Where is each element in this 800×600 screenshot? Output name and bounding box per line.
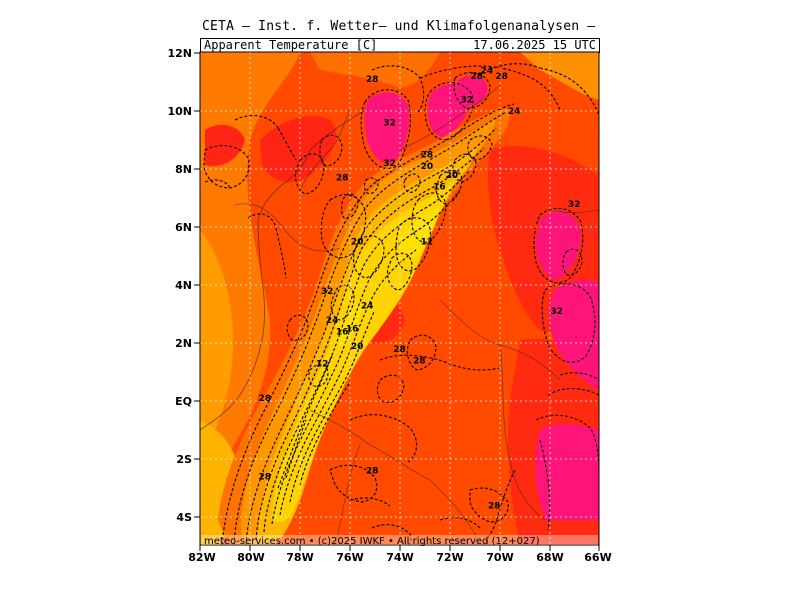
magenta-patch-north-c <box>456 75 488 107</box>
lon-label: 76W <box>336 551 363 564</box>
lat-label: EQ <box>175 395 192 408</box>
contour-value-label: 24 <box>326 316 339 326</box>
variable-label: Apparent_Temperature [C] <box>204 38 378 52</box>
northeast-light-orange <box>520 52 599 100</box>
contour-value-label: 20 <box>421 162 434 172</box>
contour-value-label: 28 <box>366 75 379 85</box>
contour-value-label: 16 <box>433 182 446 192</box>
magenta-patch-east <box>535 211 581 280</box>
contour-value-label: 28 <box>259 394 272 404</box>
contour-value-label: 20 <box>446 171 459 181</box>
contour-value-label: 28 <box>421 151 434 161</box>
contour-value-label: 28 <box>413 356 426 366</box>
contour-value-label: 20 <box>351 342 364 352</box>
contour-value-label: 28 <box>336 174 349 184</box>
north-orange-zone <box>310 52 440 88</box>
lon-label: 66W <box>584 551 611 564</box>
lon-label: 72W <box>436 551 463 564</box>
lon-label: 78W <box>286 551 313 564</box>
red-patch-north <box>260 116 337 183</box>
lat-label: 2S <box>176 453 192 466</box>
credit-strip <box>201 535 598 545</box>
lat-label: 2N <box>175 337 192 350</box>
contour-value-label: 32 <box>383 119 396 129</box>
contour-value-label: 28 <box>471 72 484 82</box>
magenta-patch-north-a <box>364 92 410 164</box>
andes-yellow-core <box>272 180 455 522</box>
contour-value-label: 16 <box>346 325 359 335</box>
contour-value-label: 28 <box>366 467 379 477</box>
contour-value-label: 12 <box>421 238 434 248</box>
coastline <box>200 109 366 431</box>
lat-label: 8N <box>175 163 192 176</box>
lon-label: 68W <box>536 551 563 564</box>
grid-lines <box>200 52 599 545</box>
chart-header-title: CETA — Inst. f. Wetter— und Klimafolgena… <box>202 19 596 34</box>
valid-time-label: 17.06.2025 15 UTC <box>473 38 596 52</box>
lat-label: 10N <box>167 105 192 118</box>
contour-value-label: 32 <box>550 307 563 317</box>
contour-lines <box>203 63 599 545</box>
contour-value-label: 28 <box>495 72 508 82</box>
contour-value-label: 12 <box>316 359 329 369</box>
lat-label: 6N <box>175 221 192 234</box>
lat-label: 12N <box>167 47 192 60</box>
credit-text: meteo-services.com • (c)2025 IWKF • All … <box>204 536 540 547</box>
western-light-orange-zone <box>200 230 234 460</box>
contour-value-label: 28 <box>393 345 406 355</box>
contour-value-label: 24 <box>508 107 521 117</box>
contour-value-label: 24 <box>481 66 494 76</box>
magenta-patch-east-lower <box>549 280 599 390</box>
tick-marks <box>194 52 600 551</box>
lon-label: 74W <box>386 551 413 564</box>
contour-value-label: 32 <box>461 95 474 105</box>
lon-label: 70W <box>486 551 513 564</box>
lon-label: 82W <box>188 551 215 564</box>
magenta-patch-southeast <box>535 424 599 520</box>
lat-label: 4S <box>176 511 192 524</box>
lon-label: 80W <box>237 551 264 564</box>
longitude-labels: 82W 80W 78W 76W 74W 72W 70W 68W 66W <box>188 551 611 564</box>
contour-value-label: 28 <box>488 501 501 511</box>
latitude-labels: 12N 10N 8N 6N 4N 2N EQ 2S 4S <box>167 47 192 524</box>
contour-value-label: 28 <box>259 472 272 482</box>
contour-value-label: 16 <box>336 327 349 337</box>
lat-label: 4N <box>175 279 192 292</box>
contour-value-label: 32 <box>568 200 581 210</box>
contour-value-label: 20 <box>351 238 364 248</box>
contour-value-label: 32 <box>321 287 334 297</box>
andes-yellow-core-north <box>399 206 440 258</box>
contour-value-label: 32 <box>383 159 396 169</box>
contour-value-label: 24 <box>361 301 374 311</box>
